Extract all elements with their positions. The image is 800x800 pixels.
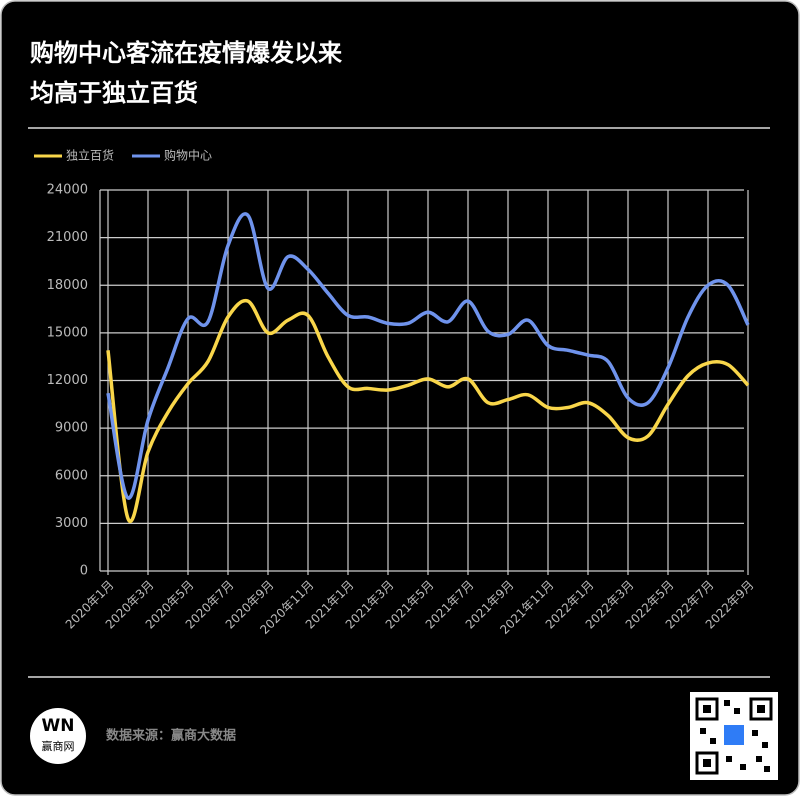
y-tick-label: 18000 (47, 278, 88, 293)
source: 数据来源：赢商大数据 (106, 728, 236, 744)
y-tick-label: 24000 (47, 183, 88, 198)
line (106, 298, 750, 524)
logo-name: 赢商网 (42, 739, 75, 753)
y-tick-label: 15000 (47, 325, 88, 340)
legend-label: 独立百货 (66, 148, 114, 163)
legend-label: 购物中心 (164, 148, 212, 163)
chart-title: 购物中心客流在疫情爆发以来 (30, 39, 343, 67)
y-tick-label: 3000 (55, 516, 88, 531)
y-tick-label: 0 (80, 564, 88, 579)
y-tick-label: 21000 (47, 230, 88, 245)
y-tick-label: 12000 (47, 373, 88, 388)
line (106, 212, 750, 500)
chart-title: 均高于独立百货 (30, 79, 198, 107)
y-tick-label: 6000 (55, 468, 88, 483)
logo (30, 708, 86, 764)
logo-mark: WN (42, 716, 75, 736)
qr-code (690, 692, 778, 780)
y-tick-label: 9000 (55, 421, 88, 436)
